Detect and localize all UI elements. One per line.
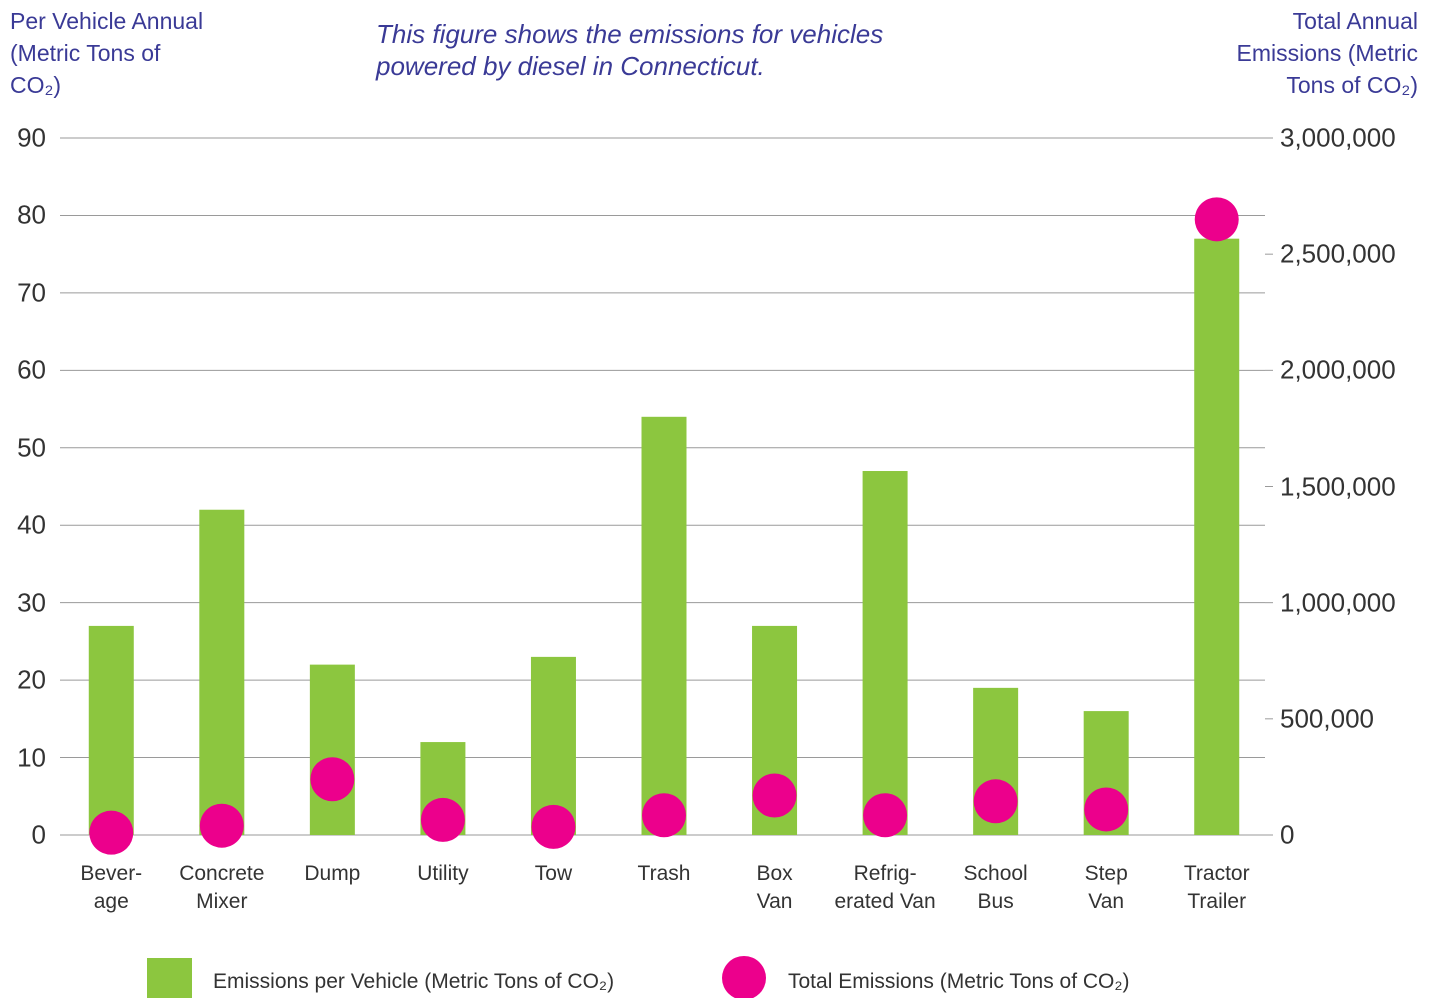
x-tick-label: Tow: [534, 862, 573, 885]
y-tick-label: 20: [17, 664, 46, 695]
x-tick-label: Refrig- erated Van: [834, 862, 936, 913]
x-tick-label: School Bus: [963, 862, 1028, 913]
x-tick-label: Utility: [417, 862, 469, 885]
x-tick-label: Trash: [637, 862, 691, 885]
y2-tick-label: 500,000: [1280, 703, 1374, 734]
dot: [1194, 197, 1239, 242]
bar: [309, 664, 355, 835]
dot: [89, 810, 134, 855]
x-tick-label: Concrete Mixer: [179, 862, 265, 913]
legend-label: Total Emissions (Metric Tons of CO₂): [788, 970, 1130, 993]
legend-swatch: [147, 958, 192, 998]
y-tick-label: 10: [17, 742, 46, 773]
legend-swatch: [722, 956, 766, 998]
dot: [863, 793, 908, 838]
dot: [310, 757, 355, 802]
dot: [752, 773, 797, 818]
x-tick-label: Dump: [304, 862, 361, 885]
y-tick-label: 30: [17, 587, 46, 618]
dot: [531, 804, 576, 849]
bar: [199, 509, 245, 835]
y2-tick-label: 1,000,000: [1280, 587, 1396, 618]
y2-tick-label: 1,500,000: [1280, 471, 1396, 501]
y-axis-title: Per Vehicle Annual (Metric Tons of CO₂): [10, 8, 204, 98]
bar: [641, 416, 687, 835]
chart-title: This figure shows the emissions for vehi…: [376, 19, 884, 81]
dot: [642, 793, 686, 838]
y2-tick-label: 2,000,000: [1280, 354, 1396, 385]
dot: [420, 797, 465, 842]
legend-label: Emissions per Vehicle (Metric Tons of CO…: [213, 970, 615, 993]
y-tick-label: 0: [31, 819, 46, 850]
y-tick-label: 90: [17, 122, 46, 153]
y2-tick-label: 3,000,000: [1280, 122, 1396, 153]
y2-tick-label: 2,500,000: [1280, 238, 1396, 269]
x-tick-label: Step Van: [1084, 862, 1128, 913]
y-tick-label: 60: [17, 354, 46, 385]
y-tick-label: 40: [17, 509, 46, 540]
y-tick-label: 70: [17, 277, 46, 308]
y-tick-label: 80: [17, 199, 46, 230]
x-tick-label: Bever- age: [80, 862, 143, 913]
bar: [88, 625, 134, 835]
bar: [1194, 238, 1240, 835]
x-tick-label: Box Van: [756, 862, 793, 913]
dot: [199, 803, 244, 848]
y2-axis-title: Total Annual Emissions (Metric Tons of C…: [1236, 8, 1418, 98]
x-tick-label: Tractor Trailer: [1183, 862, 1250, 913]
y2-tick-label: 0: [1280, 819, 1295, 850]
dot: [1084, 787, 1129, 832]
bar: [862, 471, 908, 835]
y-tick-label: 50: [17, 432, 46, 463]
dot: [973, 779, 1018, 824]
